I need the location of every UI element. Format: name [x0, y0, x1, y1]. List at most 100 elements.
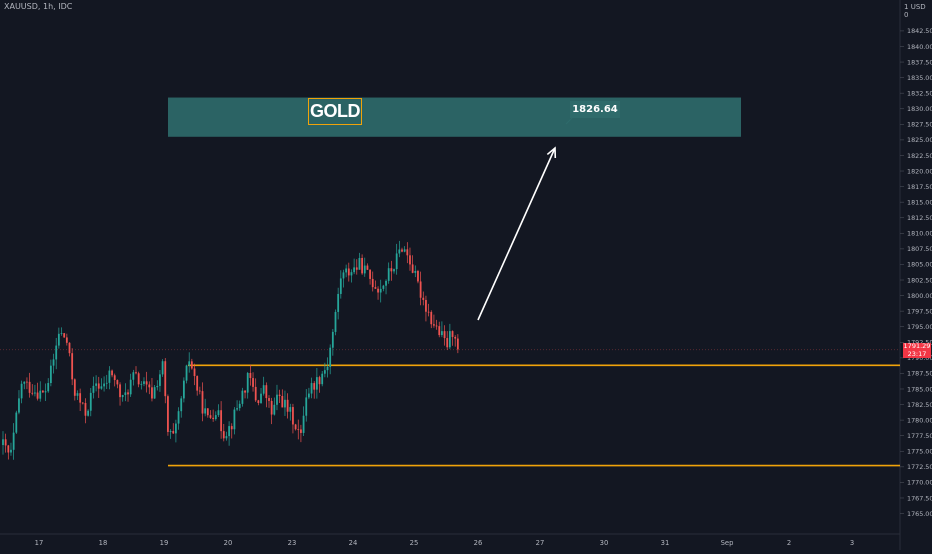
candle-body	[156, 385, 159, 388]
candle-body	[435, 325, 438, 327]
candle-body	[31, 392, 34, 394]
candle-body	[108, 370, 111, 383]
target-arrow	[477, 146, 557, 321]
candle-body	[377, 288, 379, 293]
y-tick-label: 1780.00	[907, 416, 932, 424]
y-tick-label: 1817.50	[907, 183, 932, 191]
gold-label[interactable]: GOLD	[308, 98, 362, 125]
candle-body	[387, 268, 390, 281]
candle-body	[182, 380, 185, 399]
candle-body	[286, 399, 289, 412]
candle-body	[180, 398, 183, 412]
target-connector	[565, 117, 573, 125]
candle-body	[305, 397, 308, 416]
candle-body	[132, 372, 135, 380]
x-tick-label: 18	[99, 539, 108, 547]
candle-body	[204, 408, 207, 414]
candle-body	[220, 410, 223, 432]
candle-body	[454, 336, 457, 339]
candle-body	[151, 387, 153, 399]
y-tick-label: 1797.50	[907, 307, 932, 315]
candle-body	[385, 280, 387, 286]
candle-body	[326, 366, 329, 371]
x-tick-label: 17	[35, 539, 44, 547]
x-tick-label: Sep	[721, 539, 734, 547]
candle-body	[448, 331, 451, 348]
candle-body	[361, 257, 363, 274]
candle-body	[97, 383, 100, 389]
candle-body	[209, 415, 212, 418]
target-price-label[interactable]: 1826.64	[570, 101, 620, 118]
candle-body	[363, 265, 366, 274]
candle-body	[36, 392, 39, 399]
candle-body	[342, 272, 345, 279]
candle-body	[42, 390, 44, 393]
y-tick-label: 1830.00	[907, 105, 932, 113]
candle-body	[119, 384, 121, 398]
candle-body	[206, 408, 209, 416]
candle-body	[44, 391, 47, 393]
candle-body	[10, 449, 12, 453]
candle-body	[406, 249, 409, 256]
y-tick-label: 1842.50	[907, 27, 932, 35]
candle-body	[49, 365, 52, 384]
y-tick-label: 1812.50	[907, 214, 932, 222]
candle-body	[137, 373, 140, 385]
countdown-value: 23:17	[907, 349, 927, 358]
candle-body	[39, 390, 42, 399]
currency-label[interactable]: 1 USD 0	[904, 3, 932, 19]
candle-body	[92, 385, 95, 393]
y-tick-label: 1775.00	[907, 448, 932, 456]
candle-body	[411, 264, 414, 273]
candle-body	[103, 383, 105, 387]
x-tick-label: 2	[787, 539, 791, 547]
x-tick-label: 27	[536, 539, 545, 547]
candle-body	[95, 383, 97, 386]
candle-body	[175, 423, 177, 434]
x-tick-label: 31	[661, 539, 670, 547]
candle-body	[355, 267, 358, 270]
candle-body	[236, 408, 238, 410]
candle-body	[417, 270, 419, 282]
candle-body	[190, 361, 193, 369]
y-tick-label: 1835.00	[907, 74, 932, 82]
axis-top-mark: 0	[904, 11, 909, 19]
candle-body	[297, 429, 300, 431]
candle-body	[198, 390, 201, 392]
candle-body	[281, 395, 284, 408]
candle-body	[201, 391, 204, 414]
candle-body	[371, 278, 374, 288]
candle-body	[116, 380, 119, 385]
candle-body	[52, 359, 55, 366]
candle-body	[57, 333, 60, 346]
candle-body	[4, 439, 7, 446]
candle-body	[73, 379, 76, 396]
candle-body	[15, 412, 18, 433]
candle-body	[329, 347, 332, 367]
candle-body	[100, 386, 103, 389]
candle-body	[358, 257, 361, 270]
candle-body	[382, 285, 385, 289]
candle-body	[111, 370, 113, 376]
candle-body	[337, 293, 340, 312]
candle-body	[284, 399, 286, 408]
candle-body	[71, 353, 74, 380]
candle-body	[308, 393, 310, 398]
y-tick-label: 1777.50	[907, 432, 932, 440]
candle-body	[18, 398, 20, 413]
candle-body	[228, 426, 230, 437]
arrow-shaft[interactable]	[477, 147, 556, 321]
candle-body	[145, 381, 148, 385]
y-tick-label: 1832.50	[907, 89, 932, 97]
candle-body	[409, 255, 411, 265]
candle-body	[55, 345, 58, 360]
candle-body	[84, 403, 87, 416]
symbol-title[interactable]: XAUUSD, 1h, IDC	[4, 2, 73, 11]
candle-body	[390, 268, 393, 272]
candle-body	[167, 396, 169, 432]
candle-body	[366, 265, 369, 270]
candle-body	[12, 432, 15, 450]
candle-body	[443, 331, 446, 339]
x-tick-label: 24	[349, 539, 358, 547]
